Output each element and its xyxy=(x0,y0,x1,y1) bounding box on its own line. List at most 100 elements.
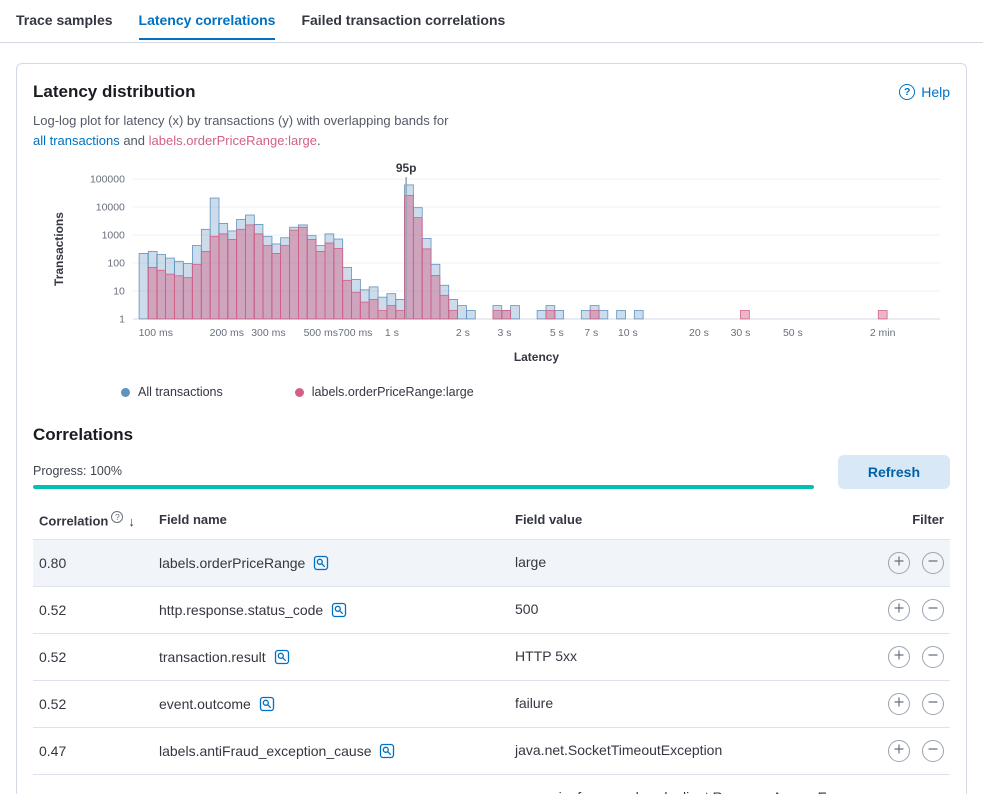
svg-text:10000: 10000 xyxy=(96,203,125,214)
svg-text:100: 100 xyxy=(107,259,125,270)
svg-text:300 ms: 300 ms xyxy=(251,328,285,339)
plus-icon xyxy=(893,696,905,711)
legend-order-price-range[interactable]: labels.orderPriceRange:large xyxy=(294,385,474,399)
legend-dot-pink-icon xyxy=(294,387,304,397)
table-row[interactable]: 0.47 labels.antiFraud_exception_cause java… xyxy=(33,726,950,775)
correlation-value: 0.47 xyxy=(33,773,153,794)
field-name: http.response.status_code xyxy=(159,601,324,618)
chart-description: Log-log plot for latency (x) by transact… xyxy=(33,111,593,151)
chart-description-text: Log-log plot for latency (x) by transact… xyxy=(33,113,449,128)
svg-text:2 s: 2 s xyxy=(456,328,470,339)
field-name: transaction.result xyxy=(159,648,266,665)
table-row[interactable]: 0.47labels.antiFraud_exceptionorg.spring… xyxy=(33,773,950,794)
all-transactions-label: all transactions xyxy=(33,133,120,149)
filter-include-button[interactable] xyxy=(888,645,910,668)
table-row[interactable]: 0.80 labels.orderPriceRange large xyxy=(33,538,950,587)
progress-label: Progress: 100% xyxy=(33,464,122,479)
latency-distribution-panel: Latency distribution ? Help Log-log plot… xyxy=(16,63,967,794)
chart-legend: All transactions labels.orderPriceRange:… xyxy=(121,385,950,399)
tab-bar: Trace samples Latency correlations Faile… xyxy=(0,0,983,43)
minus-icon xyxy=(927,602,939,617)
field-statistics-icon[interactable] xyxy=(259,696,275,712)
field-name: event.outcome xyxy=(159,695,251,712)
legend-dot-blue-icon xyxy=(121,387,130,397)
col-field-name: Field name xyxy=(159,512,227,528)
legend-label: All transactions xyxy=(138,385,223,400)
sort-desc-icon: ↓ xyxy=(128,513,135,529)
plus-icon xyxy=(893,602,905,617)
filter-exclude-button[interactable] xyxy=(922,692,944,715)
latency-chart[interactable]: 1 10 100 1000 10000 100000 100 ms 200 ms 300 ms 5… xyxy=(33,161,952,366)
filter-include-button[interactable] xyxy=(888,739,910,762)
plus-icon xyxy=(893,555,905,570)
correlation-value: 0.80 xyxy=(33,538,153,587)
minus-icon xyxy=(927,696,939,711)
col-field-value: Field value xyxy=(515,512,583,528)
svg-text:1000: 1000 xyxy=(102,231,125,242)
svg-text:10: 10 xyxy=(113,287,125,298)
field-value: org.springframework.web.client.ResourceA… xyxy=(509,773,858,794)
svg-text:Transactions: Transactions xyxy=(52,212,66,286)
svg-text:7 s: 7 s xyxy=(584,328,598,339)
panel-title: Latency distribution xyxy=(33,82,196,101)
info-icon: ? xyxy=(111,511,124,524)
correlation-value: 0.47 xyxy=(33,726,153,775)
svg-text:30 s: 30 s xyxy=(731,328,751,339)
help-link[interactable]: ? Help xyxy=(899,84,950,100)
field-value: HTTP 5xx xyxy=(509,632,858,681)
correlation-value: 0.52 xyxy=(33,679,153,728)
field-name: labels.antiFraud_exception_cause xyxy=(159,742,372,759)
col-filter: Filter xyxy=(912,512,944,528)
minus-icon xyxy=(927,555,939,570)
tab-failed-transaction-correlations[interactable]: Failed transaction correlations xyxy=(301,12,506,28)
svg-text:2 min: 2 min xyxy=(870,328,896,339)
svg-text:20 s: 20 s xyxy=(689,328,709,339)
field-statistics-icon[interactable] xyxy=(331,602,347,618)
svg-text:200 ms: 200 ms xyxy=(210,328,244,339)
svg-text:100000: 100000 xyxy=(90,175,125,186)
svg-text:5 s: 5 s xyxy=(550,328,564,339)
col-correlation[interactable]: Correlation? ↓ xyxy=(33,503,153,539)
field-statistics-icon[interactable] xyxy=(313,555,329,571)
filter-exclude-button[interactable] xyxy=(922,598,944,621)
field-value: large xyxy=(509,538,858,587)
correlation-value: 0.52 xyxy=(33,632,153,681)
minus-icon xyxy=(927,649,939,664)
filter-exclude-button[interactable] xyxy=(922,645,944,668)
help-icon: ? xyxy=(899,84,916,100)
legend-all-transactions[interactable]: All transactions xyxy=(121,385,223,399)
refresh-button[interactable]: Refresh xyxy=(837,455,950,490)
table-row[interactable]: 0.52 transaction.result HTTP 5xx xyxy=(33,632,950,681)
svg-text:500 ms: 500 ms xyxy=(304,328,338,339)
filter-include-button[interactable] xyxy=(888,551,910,574)
svg-text:95p: 95p xyxy=(396,161,417,175)
tab-latency-correlations[interactable]: Latency correlations xyxy=(138,12,276,40)
field-statistics-icon[interactable] xyxy=(379,743,395,759)
filter-exclude-button[interactable] xyxy=(922,739,944,762)
field-value: failure xyxy=(509,679,858,728)
tab-trace-samples[interactable]: Trace samples xyxy=(16,12,113,28)
and-text: and xyxy=(119,133,149,149)
svg-text:50 s: 50 s xyxy=(783,328,803,339)
svg-text:10 s: 10 s xyxy=(618,328,638,339)
svg-text:700 ms: 700 ms xyxy=(338,328,372,339)
filter-include-button[interactable] xyxy=(888,598,910,621)
filter-include-button[interactable] xyxy=(888,692,910,715)
filter-exclude-button[interactable] xyxy=(922,551,944,574)
plus-icon xyxy=(893,743,905,758)
table-row[interactable]: 0.52 event.outcome failure xyxy=(33,679,950,728)
order-price-range-label: labels.orderPriceRange:large xyxy=(148,133,318,149)
minus-icon xyxy=(927,743,939,758)
col-correlation-label: Correlation xyxy=(39,513,109,529)
table-header-row: Correlation? ↓ Field name Field value Fil… xyxy=(33,503,950,539)
correlations-table-body: 0.80 labels.orderPriceRange large 0.52 http.… xyxy=(33,538,950,794)
progress-fill xyxy=(33,485,814,490)
period-text: . xyxy=(317,133,321,149)
svg-text:Latency: Latency xyxy=(514,350,560,364)
correlations-table: Correlation? ↓ Field name Field value Fil… xyxy=(33,503,950,794)
correlation-value: 0.52 xyxy=(33,585,153,634)
field-value: 500 xyxy=(509,585,858,634)
table-row[interactable]: 0.52 http.response.status_code 500 xyxy=(33,585,950,634)
field-statistics-icon[interactable] xyxy=(274,649,290,665)
svg-text:1: 1 xyxy=(119,315,125,326)
